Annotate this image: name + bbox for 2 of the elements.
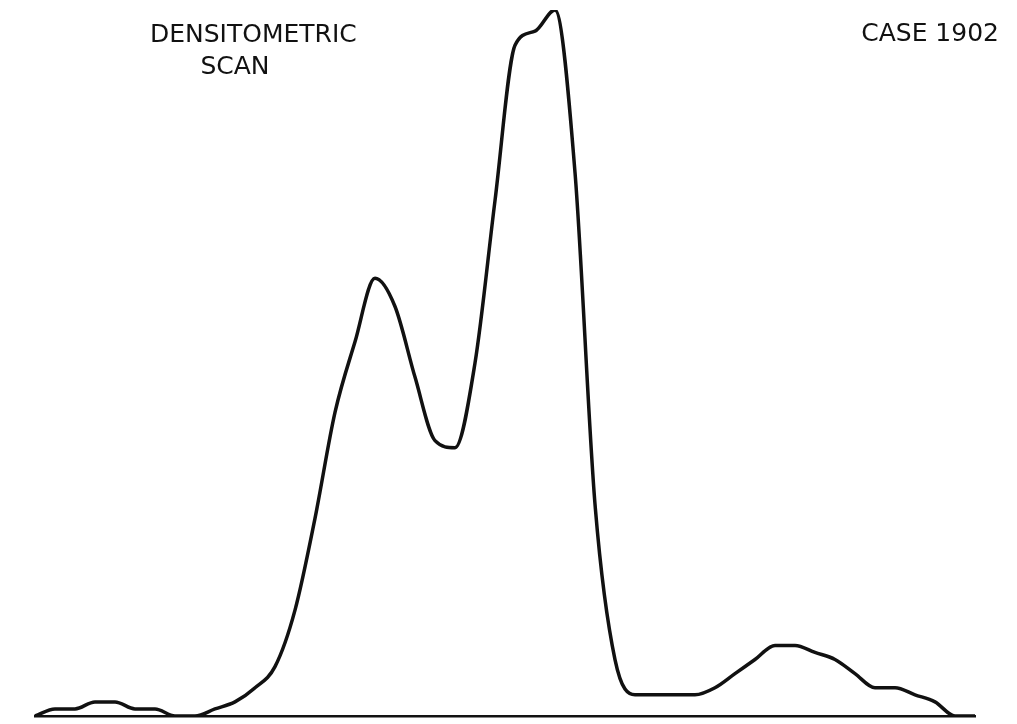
text: DENSITOMETRIC SCAN <box>150 18 357 82</box>
annotation: CASE 1902 <box>861 18 999 47</box>
